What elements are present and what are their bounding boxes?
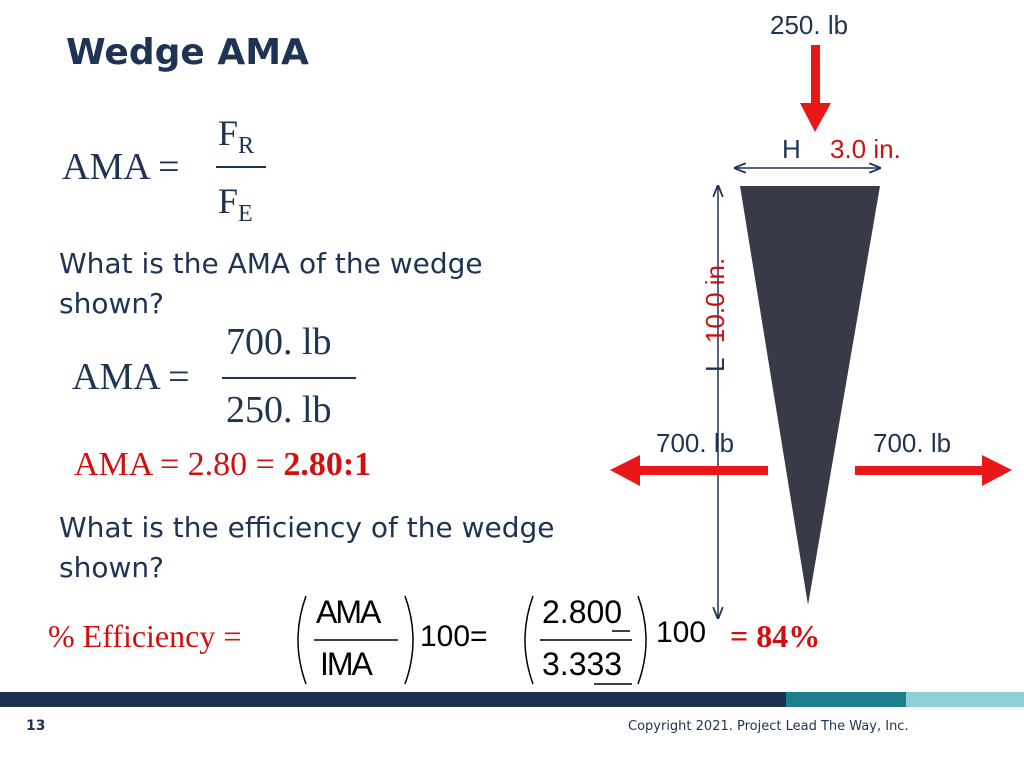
right-arrow-head xyxy=(982,455,1012,486)
symbol: F xyxy=(218,113,239,153)
line: What is the AMA of the wedge xyxy=(59,247,483,280)
footer-bar xyxy=(0,692,786,707)
symbol: F xyxy=(218,181,239,221)
formula-numerator: 700. lb xyxy=(226,321,332,363)
efficiency-factor-value: 100 xyxy=(656,616,707,649)
output-force-left: 700. lb xyxy=(656,428,735,458)
result: AMA = 2.80 = 2.80:1 xyxy=(74,446,371,484)
formula-denominator: 250. lb xyxy=(226,389,332,431)
title: Wedge AMA xyxy=(66,32,309,73)
efficiency-answer: = 84% xyxy=(730,618,821,654)
formula-lhs: AMA = xyxy=(62,146,180,188)
length-value: 10.0 in. xyxy=(700,257,730,344)
subscript: R xyxy=(238,133,255,160)
input-arrow-shaft xyxy=(811,45,820,105)
input-arrow-head xyxy=(800,103,831,132)
efficiency-factor: 100= xyxy=(420,620,488,653)
efficiency-denominator: IMA xyxy=(320,646,373,682)
left-arrow-shaft xyxy=(638,466,768,475)
input-force: 250. lb xyxy=(770,10,849,40)
efficiency-lhs: % Efficiency = xyxy=(48,618,242,654)
wedge xyxy=(740,186,880,605)
output-force-right: 700. lb xyxy=(873,428,952,458)
page-number: 13 xyxy=(26,718,46,734)
line: shown? xyxy=(59,551,164,584)
formula-numerator: FR xyxy=(218,112,254,160)
copyright: Copyright 2021. Project Lead The Way, In… xyxy=(628,719,909,734)
paren xyxy=(524,595,534,685)
right-arrow-shaft xyxy=(855,466,985,475)
left-arrow-head xyxy=(610,455,640,486)
result-answer: 2.80:1 xyxy=(283,446,372,483)
footer-bar xyxy=(786,692,906,707)
line: shown? xyxy=(59,287,164,320)
fraction-bar xyxy=(216,166,266,168)
question: What is the efficiency of the wedge shown… xyxy=(59,508,555,588)
length-label: L 10.0 in. xyxy=(700,258,731,372)
paren xyxy=(404,595,414,685)
fraction-bar xyxy=(222,377,356,379)
efficiency-denominator-value: 3.333 xyxy=(542,646,623,682)
length-letter: L xyxy=(700,357,730,372)
paren xyxy=(637,595,647,685)
height-letter: H xyxy=(782,134,801,164)
height-value: 3.0 in. xyxy=(830,134,901,164)
wedge-diagram xyxy=(610,45,1012,690)
formula-lhs: AMA = xyxy=(72,356,190,398)
footer-bar xyxy=(906,692,1024,707)
result-text: AMA = 2.80 = xyxy=(74,446,275,483)
paren xyxy=(297,595,307,685)
formula-denominator: FE xyxy=(218,180,253,228)
line: What is the efficiency of the wedge xyxy=(59,511,555,544)
question: What is the AMA of the wedge shown? xyxy=(59,244,483,324)
subscript: E xyxy=(238,201,253,228)
efficiency-numerator: AMA xyxy=(316,594,381,630)
efficiency-numerator-value: 2.800 xyxy=(542,594,623,630)
